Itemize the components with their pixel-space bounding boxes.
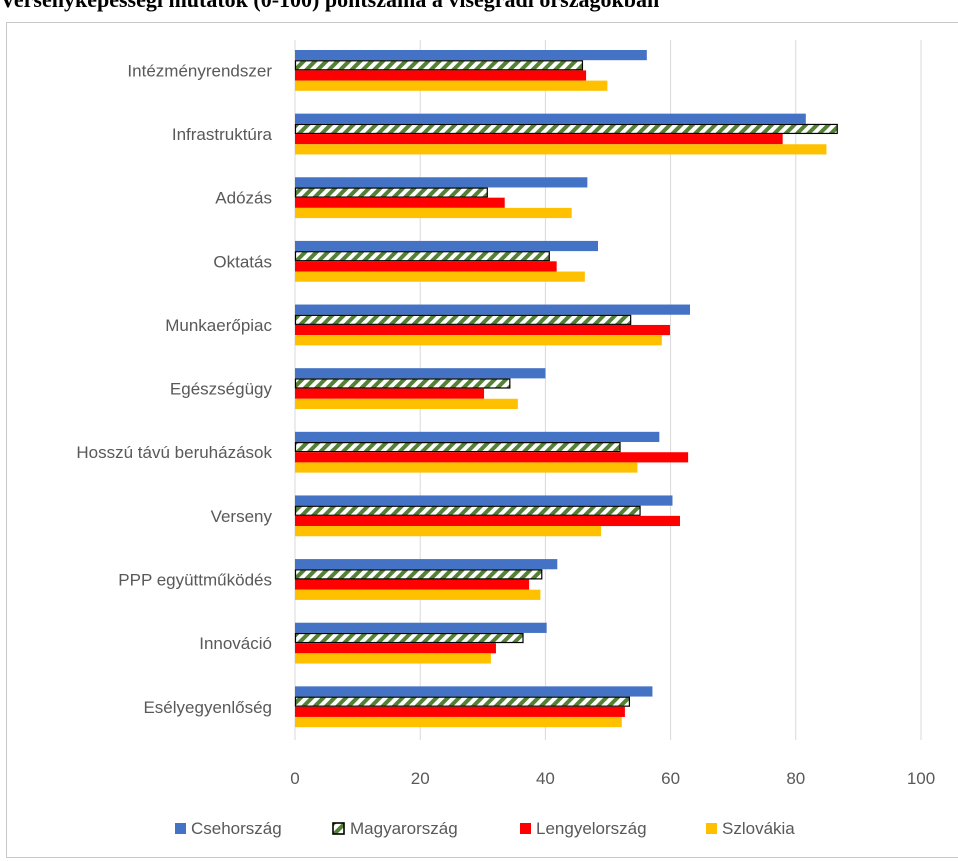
category-label: Infrastruktúra [172, 125, 273, 144]
category-label: Adózás [215, 189, 272, 208]
bar-lengyelország-8 [295, 579, 530, 590]
category-label: Verseny [211, 507, 273, 526]
x-tick-label: 0 [290, 769, 299, 788]
x-tick-label: 40 [536, 769, 555, 788]
x-tick-label: 80 [786, 769, 805, 788]
bar-szlovákia-7 [295, 526, 602, 537]
bar-szlovákia-1 [295, 144, 827, 155]
bar-lengyelország-7 [295, 515, 680, 527]
category-label: Munkaerőpiac [165, 316, 272, 335]
bar-lengyelország-0 [295, 70, 587, 81]
bar-szlovákia-2 [295, 207, 572, 219]
bar-magyarország-5 [294, 378, 511, 389]
bar-lengyelország-3 [295, 261, 557, 272]
bar-csehország-10 [295, 686, 653, 697]
category-label: PPP együttműködés [118, 570, 272, 589]
bar-szlovákia-4 [295, 335, 662, 346]
bar-lengyelország-5 [295, 388, 485, 399]
bar-magyarország-9 [294, 632, 524, 644]
bar-magyarország-6 [294, 442, 621, 453]
bar-csehország-9 [295, 622, 547, 633]
bar-csehország-7 [295, 495, 673, 506]
legend-swatch-magyarország [332, 822, 345, 835]
bar-szlovákia-3 [295, 271, 585, 282]
bar-szlovákia-8 [295, 589, 541, 600]
bar-lengyelország-6 [295, 452, 689, 463]
chart-frame [6, 22, 958, 858]
bar-csehország-3 [295, 240, 598, 252]
bar-szlovákia-9 [295, 653, 491, 664]
legend-swatch-lengyelország [520, 823, 531, 834]
bar-magyarország-1 [294, 123, 838, 135]
x-tick-label: 60 [661, 769, 680, 788]
bar-magyarország-10 [294, 696, 631, 707]
category-label: Esélyegyenlőség [143, 698, 272, 717]
category-label: Hosszú távú beruházások [76, 443, 272, 462]
legend-label: Magyarország [350, 819, 458, 838]
bar-csehország-5 [295, 368, 546, 379]
bar-lengyelország-2 [295, 197, 505, 208]
bar-szlovákia-6 [295, 462, 638, 473]
category-label: Egészségügy [170, 380, 273, 399]
bar-magyarország-3 [294, 251, 550, 262]
legend-label: Lengyelország [536, 819, 647, 838]
bar-csehország-1 [295, 113, 806, 124]
bar-csehország-0 [295, 50, 647, 61]
legend-label: Szlovákia [722, 819, 795, 838]
category-label: Innováció [199, 634, 272, 653]
bar-lengyelország-1 [295, 134, 783, 145]
bar-magyarország-4 [294, 314, 632, 325]
bar-csehország-4 [295, 304, 691, 315]
bar-csehország-2 [295, 177, 588, 188]
bar-szlovákia-5 [295, 398, 518, 409]
category-label: Oktatás [213, 252, 272, 271]
x-tick-label: 100 [907, 769, 935, 788]
bar-szlovákia-0 [295, 80, 608, 91]
bar-magyarország-7 [294, 505, 641, 516]
bar-magyarország-0 [294, 60, 584, 71]
x-tick-label: 20 [411, 769, 430, 788]
bar-lengyelország-4 [295, 324, 670, 336]
bar-csehország-6 [295, 431, 660, 443]
category-label: Intézményrendszer [127, 61, 272, 80]
legend-swatch-csehország [175, 823, 186, 834]
bar-csehország-8 [295, 559, 558, 570]
chart-title: Versenyképességi mutatók (0-100) pontszá… [0, 0, 958, 13]
legend-swatch-szlovákia [706, 823, 717, 834]
bar-szlovákia-10 [295, 716, 622, 728]
legend-label: Csehország [191, 819, 282, 838]
bar-lengyelország-10 [295, 706, 625, 717]
bar-magyarország-2 [294, 187, 488, 198]
bar-magyarország-8 [294, 569, 543, 580]
bar-lengyelország-9 [295, 643, 496, 654]
